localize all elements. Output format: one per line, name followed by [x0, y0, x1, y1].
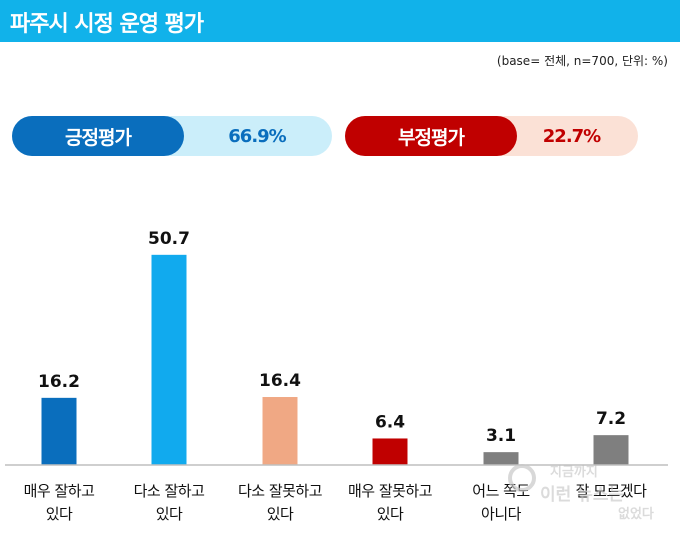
watermark-text: 이런 뉴스는 — [540, 485, 624, 505]
category-label: 잘 모르겠다 — [576, 482, 647, 500]
category-label: 매우 잘못하고 — [348, 482, 432, 500]
positive-summary: 66.9% 긍정평가 — [12, 116, 332, 156]
negative-value: 22.7% — [542, 125, 601, 147]
positive-value: 66.9% — [228, 125, 286, 147]
category-label: 있다 — [267, 505, 294, 523]
negative-summary: 22.7% 부정평가 — [345, 116, 638, 156]
bar — [151, 254, 187, 465]
bar — [372, 438, 408, 465]
category-label: 있다 — [156, 505, 183, 523]
category-label: 있다 — [377, 505, 404, 523]
data-label: 16.2 — [38, 372, 80, 392]
base-note: (base= 전체, n=700, 단위: %) — [496, 54, 668, 68]
category-label: 아니다 — [481, 505, 522, 523]
data-label: 6.4 — [375, 412, 405, 432]
category-label: 다소 잘하고 — [134, 482, 205, 500]
watermark-logo-icon — [508, 464, 536, 492]
title-bar: 파주시 시정 운영 평가 — [0, 0, 680, 42]
category-label: 매우 잘하고 — [24, 482, 95, 500]
page-title: 파주시 시정 운영 평가 — [10, 12, 204, 37]
category-label: 있다 — [46, 505, 73, 523]
bar — [262, 397, 298, 465]
data-label: 7.2 — [596, 409, 626, 429]
data-label: 16.4 — [259, 371, 301, 391]
data-label: 3.1 — [486, 426, 516, 446]
bar — [593, 435, 629, 465]
bar — [483, 452, 519, 465]
positive-label: 긍정평가 — [12, 116, 184, 156]
category-label: 다소 잘못하고 — [238, 482, 322, 500]
watermark-text: 없었다 — [618, 506, 654, 522]
negative-label: 부정평가 — [345, 116, 517, 156]
bar — [41, 397, 77, 465]
watermark-text: 지금까지 — [550, 465, 598, 480]
data-label: 50.7 — [148, 229, 190, 249]
